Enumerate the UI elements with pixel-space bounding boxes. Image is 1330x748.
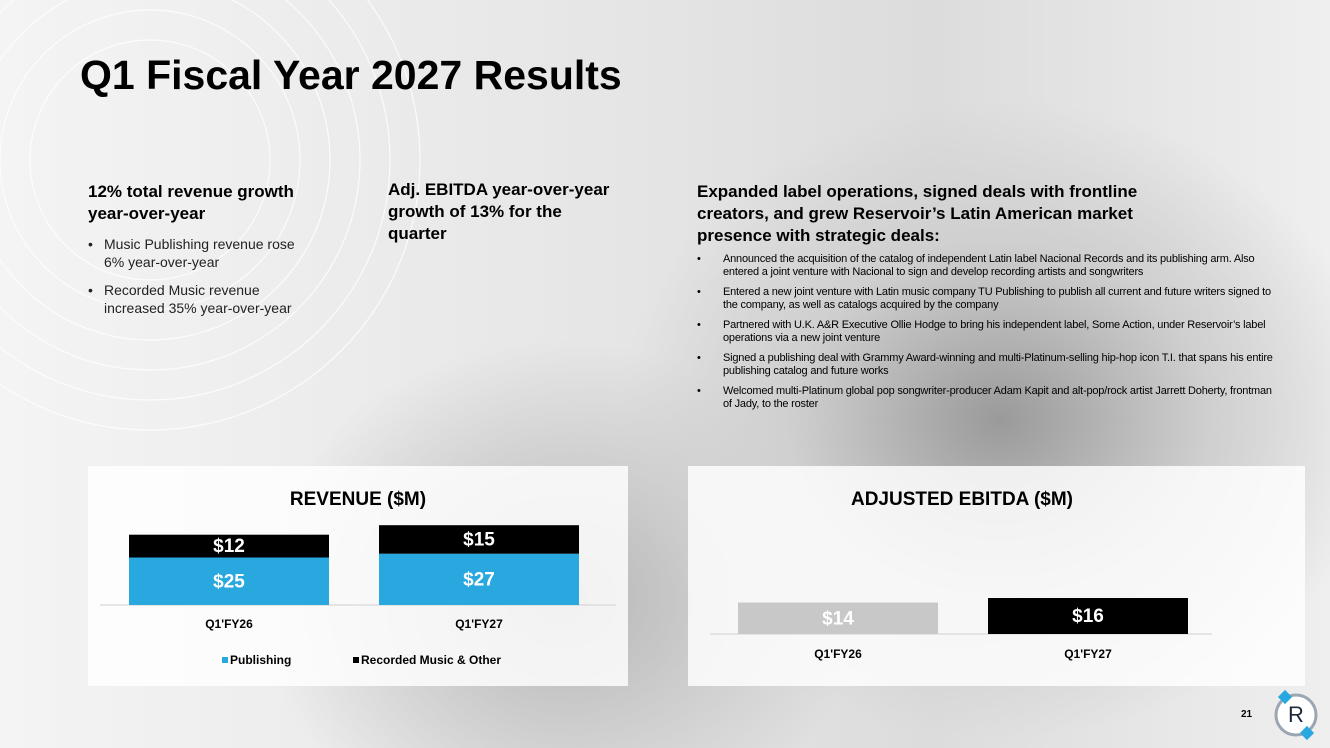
data-label: $14 <box>822 608 854 629</box>
legend-swatch <box>353 657 359 663</box>
column-heading: 12% total revenue growth year-over-year <box>88 182 294 223</box>
bullet-list: Music Publishing revenue rose 6% year-ov… <box>88 235 303 317</box>
x-tick-label: Q1'FY26 <box>814 647 862 661</box>
bar <box>129 534 329 558</box>
bar <box>129 557 329 605</box>
column-heading: Expanded label operations, signed deals … <box>697 182 1138 245</box>
data-label: $16 <box>1072 606 1104 627</box>
bullet-item: Recorded Music revenue increased 35% yea… <box>88 281 303 317</box>
text-column: Expanded label operations, signed deals … <box>697 181 1277 418</box>
bullet-item: Music Publishing revenue rose 6% year-ov… <box>88 235 303 271</box>
slide-title: Q1 Fiscal Year 2027 Results <box>80 52 622 98</box>
bullet-list: Announced the acquisition of the catalog… <box>697 253 1277 410</box>
x-tick-label: Q1'FY27 <box>1064 647 1112 661</box>
legend-label: Publishing <box>230 653 291 667</box>
chart-title: REVENUE ($M) <box>290 489 426 510</box>
page-number: 21 <box>1241 709 1253 720</box>
data-label: $25 <box>213 571 245 592</box>
legend-label: Recorded Music & Other <box>361 653 501 667</box>
data-label: $12 <box>213 536 245 557</box>
chart-title: ADJUSTED EBITDA ($M) <box>851 489 1073 510</box>
data-label: $27 <box>463 569 495 590</box>
bullet-item: Announced the acquisition of the catalog… <box>697 253 1277 278</box>
bar <box>379 525 579 554</box>
chart-panel <box>688 466 1305 686</box>
logo: R <box>1274 689 1318 741</box>
x-tick-label: Q1'FY26 <box>205 617 253 631</box>
bar <box>379 553 579 605</box>
text-column: Adj. EBITDA year-over-year growth of 13%… <box>388 179 613 245</box>
bullet-item: Entered a new joint venture with Latin m… <box>697 286 1277 311</box>
x-tick-label: Q1'FY27 <box>455 617 503 631</box>
data-label: $15 <box>463 529 495 550</box>
column-heading: Adj. EBITDA year-over-year growth of 13%… <box>388 180 610 243</box>
text-column: 12% total revenue growth year-over-year M… <box>88 181 303 327</box>
legend-swatch <box>222 657 228 663</box>
svg-text:R: R <box>1288 702 1304 727</box>
bullet-item: Partnered with U.K. A&R Executive Ollie … <box>697 319 1277 344</box>
bar <box>738 602 938 634</box>
bullet-item: Signed a publishing deal with Grammy Awa… <box>697 352 1277 377</box>
bar <box>988 598 1188 634</box>
bullet-item: Welcomed multi-Platinum global pop songw… <box>697 385 1277 410</box>
